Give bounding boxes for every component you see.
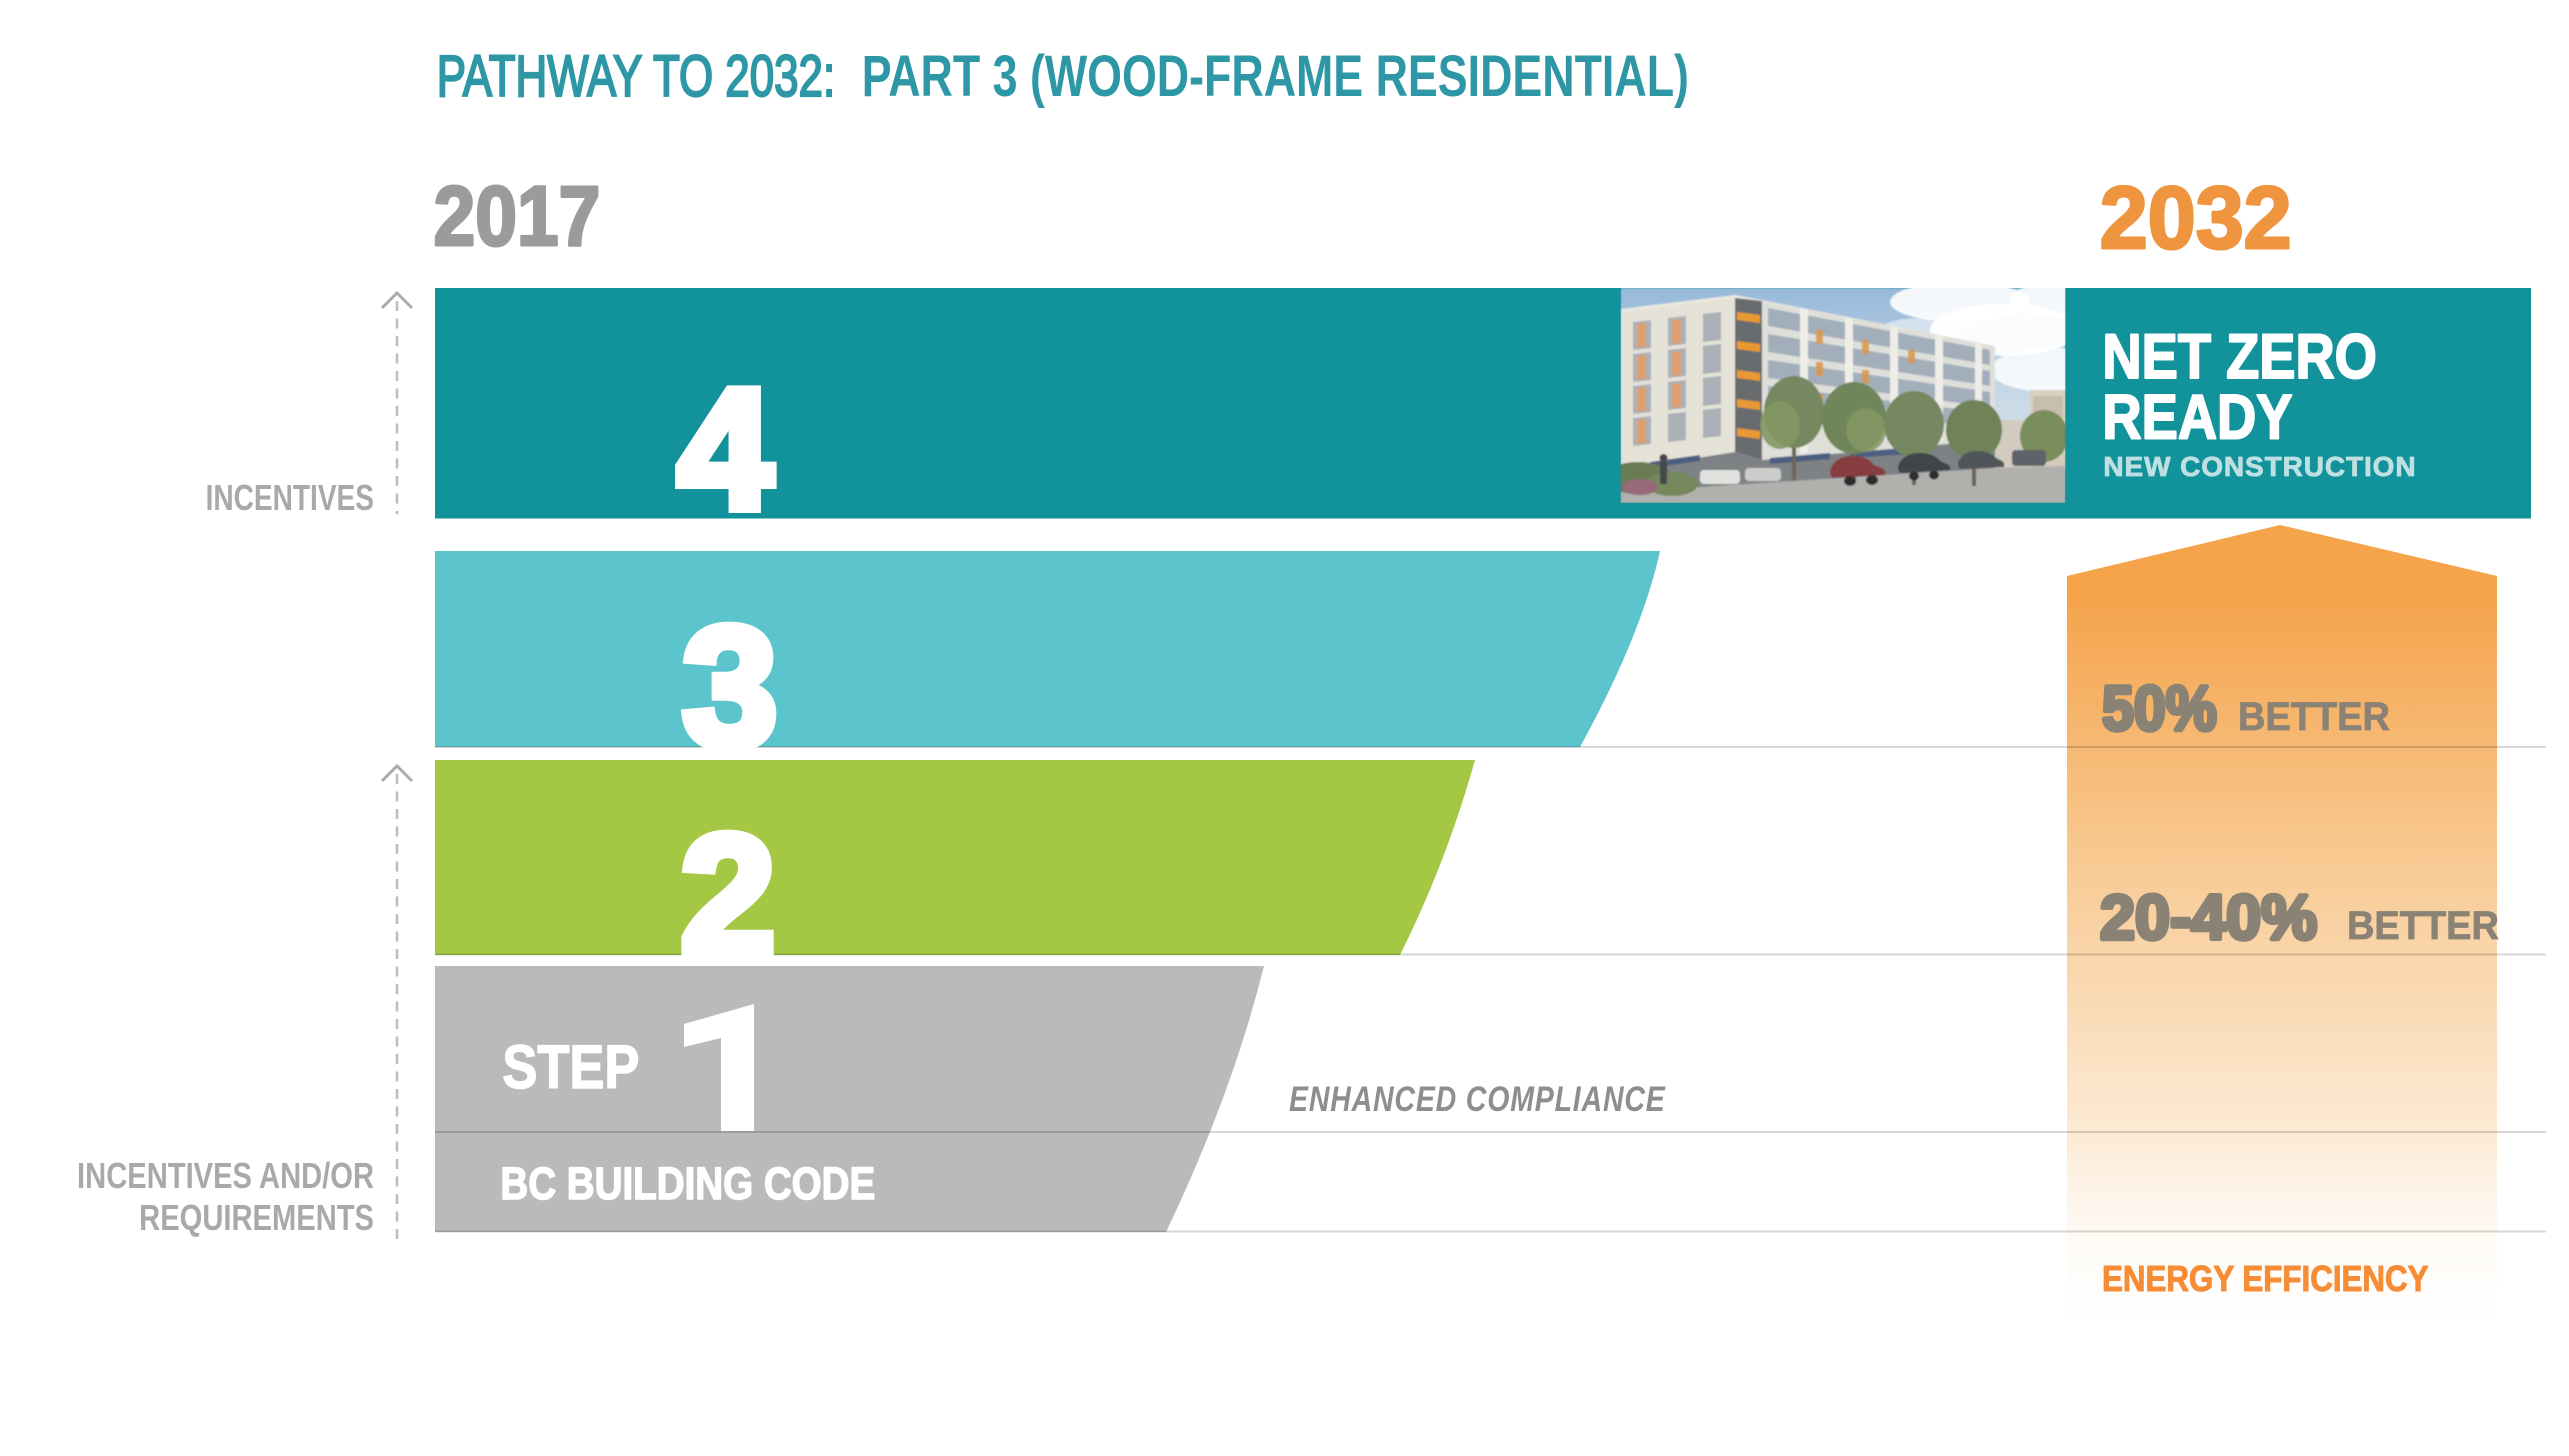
svg-text:ENERGY EFFICIENCY: ENERGY EFFICIENCY [2102,1259,2429,1300]
svg-text:20-40%: 20-40% [2100,883,2317,953]
svg-text:INCENTIVES AND/OR: INCENTIVES AND/OR [77,1155,374,1196]
svg-text:2017: 2017 [434,169,601,263]
svg-text:STEP: STEP [502,1033,639,1102]
svg-text:2032: 2032 [2100,169,2292,267]
svg-text:REQUIREMENTS: REQUIREMENTS [139,1197,374,1238]
svg-text:BC BUILDING CODE: BC BUILDING CODE [500,1158,875,1208]
svg-text:ENHANCED COMPLIANCE: ENHANCED COMPLIANCE [1289,1079,1666,1118]
svg-text:PART 3 (WOOD-FRAME RESIDENTIAL: PART 3 (WOOD-FRAME RESIDENTIAL) [862,43,1689,108]
svg-text:BETTER: BETTER [2347,904,2499,948]
svg-text:2: 2 [680,800,775,991]
svg-text:4: 4 [677,354,772,545]
svg-text:3: 3 [682,592,777,783]
svg-text:NEW CONSTRUCTION: NEW CONSTRUCTION [2103,451,2416,482]
svg-text:NET ZERO: NET ZERO [2102,322,2376,392]
svg-text:INCENTIVES: INCENTIVES [206,478,374,518]
svg-text:PATHWAY TO 2032:: PATHWAY TO 2032: [437,43,835,108]
svg-text:BETTER: BETTER [2238,695,2390,739]
svg-text:READY: READY [2102,383,2292,453]
svg-text:50%: 50% [2102,672,2217,743]
